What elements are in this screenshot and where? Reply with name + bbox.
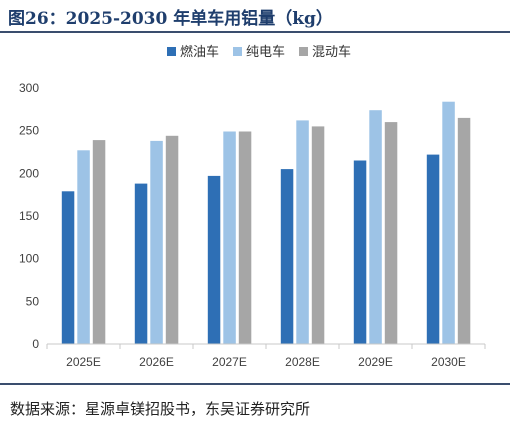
legend-label-纯电车: 纯电车 xyxy=(246,44,285,59)
bar-混动车-2026E xyxy=(165,135,179,344)
y-tick-label: 300 xyxy=(19,81,39,95)
legend-label-燃油车: 燃油车 xyxy=(180,44,219,59)
y-tick-label: 0 xyxy=(32,337,39,351)
legend-label-混动车: 混动车 xyxy=(312,44,351,59)
chart-legend: 燃油车 纯电车 混动车 xyxy=(167,44,351,59)
bar-混动车-2029E xyxy=(384,122,398,344)
x-tick-label: 2029E xyxy=(358,355,393,369)
source-note: 数据来源：星源卓镁招股书，东吴证券研究所 xyxy=(10,400,311,418)
x-tick-label: 2027E xyxy=(212,355,247,369)
y-axis: 0 50 100 150 200 250 300 xyxy=(19,81,39,351)
y-tick-label: 200 xyxy=(19,166,39,180)
bar-纯电车-2030E xyxy=(442,101,455,344)
title-rule xyxy=(0,31,510,33)
legend-swatch-纯电车 xyxy=(233,47,242,56)
bar-燃油车-2030E xyxy=(426,154,440,344)
x-tick-label: 2028E xyxy=(285,355,320,369)
bar-燃油车-2027E xyxy=(207,175,221,344)
bar-纯电车-2028E xyxy=(296,120,309,345)
y-tick-label: 100 xyxy=(19,252,39,266)
bar-燃油车-2025E xyxy=(61,191,75,344)
bar-混动车-2030E xyxy=(457,117,471,345)
bar-燃油车-2028E xyxy=(280,169,294,344)
x-axis: 2025E 2026E 2027E 2028E 2029E 2030E xyxy=(46,343,486,369)
y-tick-label: 150 xyxy=(19,209,39,223)
figure-title: 图26：2025-2030 年单车用铝量（kg） xyxy=(8,9,333,29)
bar-纯电车-2025E xyxy=(77,150,90,344)
bar-纯电车-2029E xyxy=(369,110,382,344)
legend-swatch-燃油车 xyxy=(167,47,176,56)
bar-混动车-2025E xyxy=(92,140,106,344)
source-rule xyxy=(0,383,510,385)
bar-纯电车-2027E xyxy=(223,131,236,344)
bar-纯电车-2026E xyxy=(150,140,163,344)
y-tick-label: 50 xyxy=(26,294,40,308)
bar-series xyxy=(61,101,471,345)
legend-swatch-混动车 xyxy=(299,47,308,56)
x-tick-label: 2025E xyxy=(66,355,101,369)
x-tick-label: 2026E xyxy=(139,355,174,369)
y-tick-label: 250 xyxy=(19,124,39,138)
bar-燃油车-2026E xyxy=(134,183,148,344)
bar-混动车-2028E xyxy=(311,126,325,345)
bar-燃油车-2029E xyxy=(353,160,367,344)
x-tick-label: 2030E xyxy=(431,355,466,369)
bar-混动车-2027E xyxy=(238,131,252,344)
